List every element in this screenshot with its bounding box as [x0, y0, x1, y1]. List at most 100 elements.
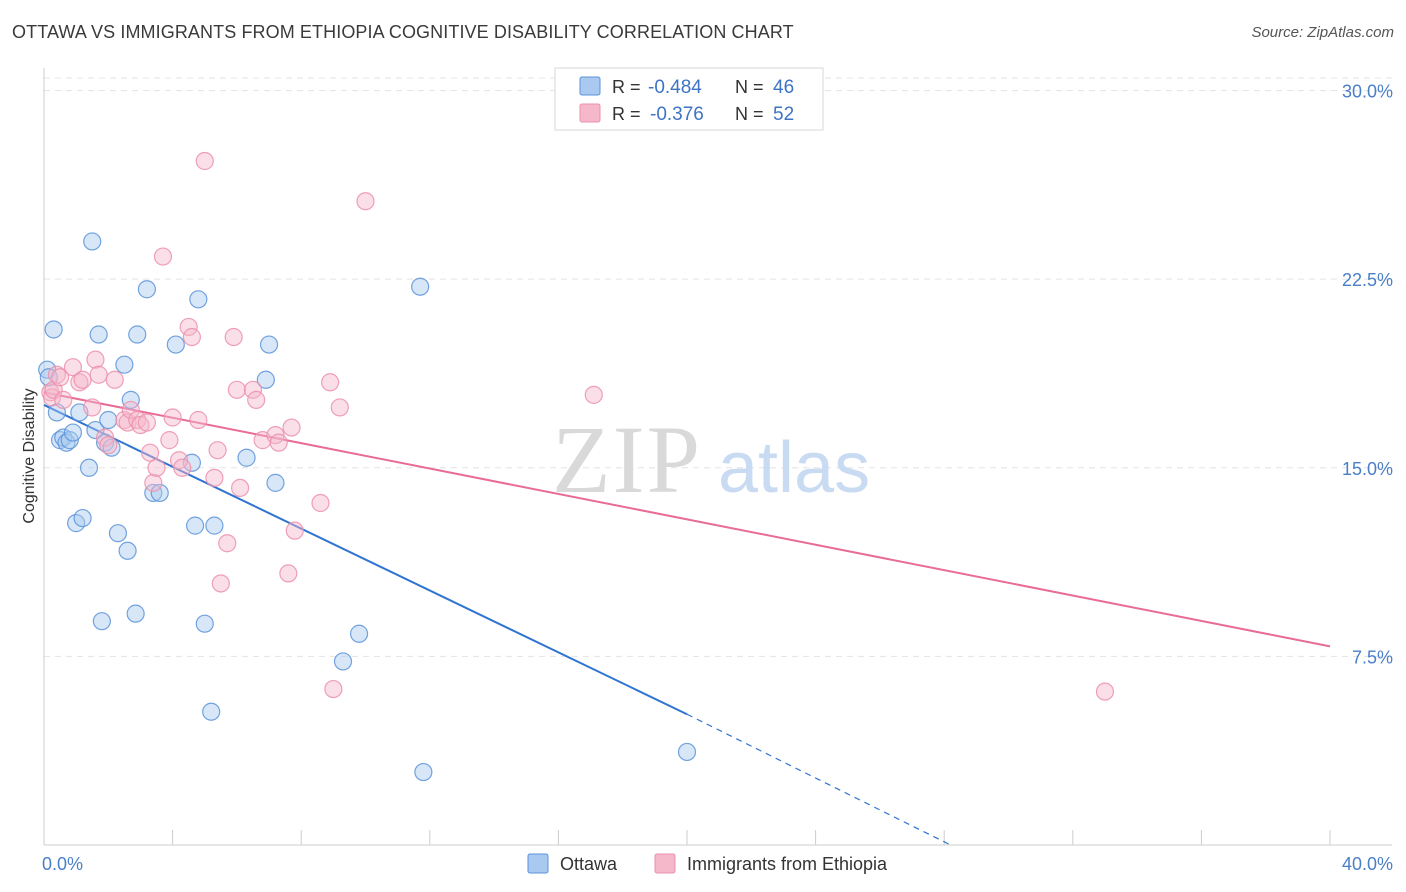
data-point-ottawa: [102, 438, 121, 457]
source-credit: Source: ZipAtlas.com: [1251, 24, 1394, 41]
data-point-ottawa: [86, 420, 105, 440]
y-axis-label: Cognitive Disability: [21, 388, 38, 523]
legend-bottom-swatch-ottawa: [527, 853, 549, 874]
legend-swatch-ethiopia: [579, 103, 601, 123]
data-point-ethiopia: [211, 574, 230, 593]
x-tick-labels: 0.0% 40.0%: [42, 854, 1393, 874]
data-point-ottawa: [57, 433, 76, 452]
data-point-ottawa: [186, 516, 205, 535]
legend-r-label-ethiopia: R =: [612, 104, 641, 124]
legend-bottom-label-ethiopia: Immigrants from Ethiopia: [687, 854, 888, 874]
data-point-ottawa: [414, 762, 433, 782]
data-point-ottawa: [73, 508, 92, 528]
data-point-ottawa: [677, 742, 697, 762]
watermark-zip: ZIP: [552, 406, 702, 513]
data-point-ottawa: [115, 355, 134, 374]
data-point-ethiopia: [584, 385, 603, 404]
data-point-ethiopia: [144, 473, 163, 492]
data-point-ethiopia: [195, 151, 214, 171]
data-point-ottawa: [411, 277, 430, 296]
legend-bottom: Ottawa Immigrants from Ethiopia: [527, 853, 888, 874]
data-point-ethiopia: [99, 436, 118, 455]
legend-n-label-ethiopia: N =: [735, 104, 764, 124]
data-point-ethiopia: [231, 478, 250, 498]
legend-r-value-ottawa: -0.484: [648, 77, 702, 98]
data-point-ottawa: [121, 390, 140, 409]
legend-swatch-ottawa: [579, 76, 601, 96]
data-point-ottawa: [126, 604, 145, 623]
data-point-ethiopia: [282, 418, 301, 437]
data-point-ethiopia: [247, 390, 266, 409]
data-point-ethiopia: [182, 327, 201, 347]
data-point-ethiopia: [279, 564, 298, 583]
legend-n-value-ottawa: 46: [773, 77, 794, 98]
grid-lines: [44, 77, 1392, 657]
watermark-atlas: atlas: [718, 428, 870, 508]
trend-line-1: [43, 391, 1331, 648]
data-point-ethiopia: [243, 380, 263, 399]
data-point-ethiopia: [189, 410, 208, 430]
data-point-ottawa: [266, 473, 285, 492]
data-point-ethiopia: [73, 370, 92, 389]
legend-bottom-label-ottawa: Ottawa: [560, 854, 618, 874]
data-point-ethiopia: [50, 368, 70, 387]
data-point-ethiopia: [163, 408, 182, 427]
data-points: [38, 151, 1115, 782]
data-point-ethiopia: [321, 373, 340, 392]
data-point-ethiopia: [330, 398, 349, 417]
data-point-ethiopia: [42, 388, 62, 407]
data-point-ethiopia: [105, 370, 124, 389]
data-point-ottawa: [92, 612, 111, 631]
trend-lines: [43, 391, 1331, 846]
data-point-ottawa: [256, 370, 275, 389]
data-point-ethiopia: [285, 521, 304, 540]
data-point-ethiopia: [224, 327, 243, 347]
trend-line-0: [43, 404, 688, 716]
data-point-ottawa: [259, 335, 279, 354]
watermark: ZIP atlas: [552, 406, 870, 513]
data-point-ottawa: [63, 423, 83, 442]
y-tick-label: 15.0%: [1342, 459, 1393, 479]
data-point-ottawa: [202, 702, 221, 721]
y-tick-label: 22.5%: [1342, 270, 1393, 290]
y-tick-labels: 7.5% 15.0% 22.5% 30.0%: [1342, 82, 1393, 668]
data-point-ethiopia: [121, 400, 140, 420]
data-point-ottawa: [189, 290, 208, 309]
data-point-ethiopia: [147, 458, 166, 477]
legend-bottom-swatch-ethiopia: [654, 853, 676, 874]
data-point-ottawa: [89, 325, 108, 344]
data-point-ethiopia: [89, 365, 108, 384]
data-point-ottawa: [137, 280, 156, 299]
data-point-ethiopia: [86, 350, 105, 369]
data-point-ethiopia: [311, 493, 330, 513]
legend-r-value-ethiopia: -0.376: [650, 104, 704, 125]
data-point-ottawa: [349, 624, 369, 643]
data-point-ottawa: [128, 325, 147, 344]
legend-n-label-ottawa: N =: [735, 77, 764, 97]
data-point-ottawa: [79, 458, 99, 477]
data-point-ottawa: [99, 410, 118, 430]
data-point-ethiopia: [140, 443, 160, 462]
data-point-ethiopia: [70, 373, 89, 392]
x-tick-label: 40.0%: [1342, 854, 1393, 874]
y-tick-label: 30.0%: [1342, 82, 1393, 102]
data-point-ethiopia: [205, 468, 224, 487]
data-point-ethiopia: [356, 192, 375, 211]
data-point-ethiopia: [1095, 682, 1115, 701]
data-point-ottawa: [166, 335, 185, 354]
legend-r-label-ottawa: R =: [612, 77, 641, 97]
data-point-ethiopia: [208, 441, 227, 460]
data-point-ethiopia: [153, 247, 173, 266]
axes: [43, 68, 1392, 846]
data-point-ottawa: [83, 232, 102, 251]
legend-top: R = -0.484 N = 46 R = -0.376 N = 52: [554, 67, 824, 131]
data-point-ottawa: [237, 448, 256, 467]
data-point-ethiopia: [47, 365, 66, 384]
data-point-ottawa: [118, 541, 137, 560]
chart-title: OTTAWA VS IMMIGRANTS FROM ETHIOPIA COGNI…: [12, 22, 794, 42]
data-point-ethiopia: [218, 534, 237, 553]
data-point-ethiopia: [269, 433, 288, 452]
y-tick-label: 7.5%: [1352, 647, 1393, 667]
data-point-ethiopia: [83, 398, 102, 417]
legend-n-value-ethiopia: 52: [773, 104, 794, 125]
